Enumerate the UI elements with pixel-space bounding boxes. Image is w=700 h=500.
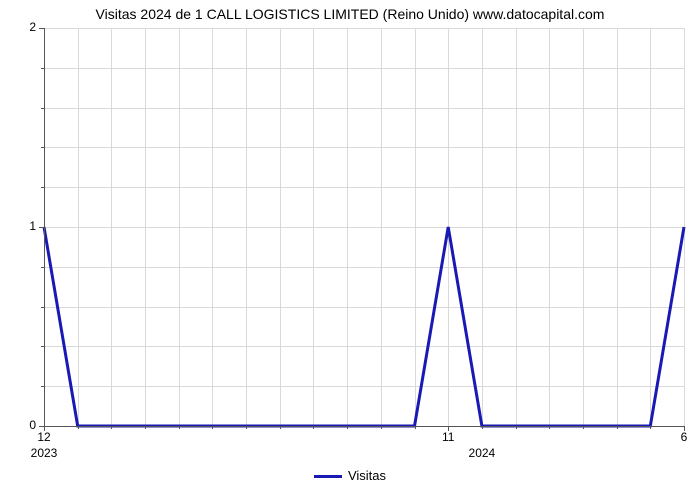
y-minor-tick-mark	[41, 108, 44, 109]
y-minor-tick-mark	[41, 346, 44, 347]
y-minor-tick-mark	[41, 307, 44, 308]
x-minor-tick-mark	[179, 426, 180, 429]
x-minor-tick-mark	[212, 426, 213, 429]
chart-container: { "chart": { "type": "line", "title": "V…	[0, 0, 700, 500]
x-axis-line	[44, 426, 684, 427]
y-minor-tick-mark	[41, 187, 44, 188]
y-minor-tick-mark	[41, 68, 44, 69]
x-minor-tick-mark	[549, 426, 550, 429]
legend-swatch	[314, 475, 342, 478]
x-minor-tick-mark	[650, 426, 651, 429]
grid-line-vertical	[684, 28, 685, 426]
y-tick-label: 1	[12, 219, 36, 233]
y-minor-tick-mark	[41, 386, 44, 387]
x-tick-label: 6	[664, 430, 700, 444]
x-minor-tick-mark	[145, 426, 146, 429]
x-minor-tick-mark	[246, 426, 247, 429]
legend-label: Visitas	[348, 468, 386, 483]
y-tick-label: 2	[12, 20, 36, 34]
x-minor-tick-mark	[415, 426, 416, 429]
x-year-label: 2024	[452, 446, 512, 460]
y-minor-tick-mark	[41, 267, 44, 268]
plot-area	[44, 28, 684, 426]
x-minor-tick-mark	[313, 426, 314, 429]
x-tick-label: 11	[428, 430, 468, 444]
x-minor-tick-mark	[111, 426, 112, 429]
x-minor-tick-mark	[482, 426, 483, 429]
y-tick-mark	[39, 28, 44, 29]
x-minor-tick-mark	[347, 426, 348, 429]
line-series	[44, 28, 684, 426]
x-minor-tick-mark	[280, 426, 281, 429]
y-tick-mark	[39, 227, 44, 228]
legend: Visitas	[0, 468, 700, 483]
x-minor-tick-mark	[617, 426, 618, 429]
x-tick-label: 12	[24, 430, 64, 444]
x-minor-tick-mark	[583, 426, 584, 429]
y-axis-line	[44, 28, 45, 426]
x-minor-tick-mark	[381, 426, 382, 429]
x-minor-tick-mark	[78, 426, 79, 429]
chart-title: Visitas 2024 de 1 CALL LOGISTICS LIMITED…	[0, 6, 700, 22]
x-minor-tick-mark	[516, 426, 517, 429]
x-year-label: 2023	[14, 446, 74, 460]
y-minor-tick-mark	[41, 147, 44, 148]
